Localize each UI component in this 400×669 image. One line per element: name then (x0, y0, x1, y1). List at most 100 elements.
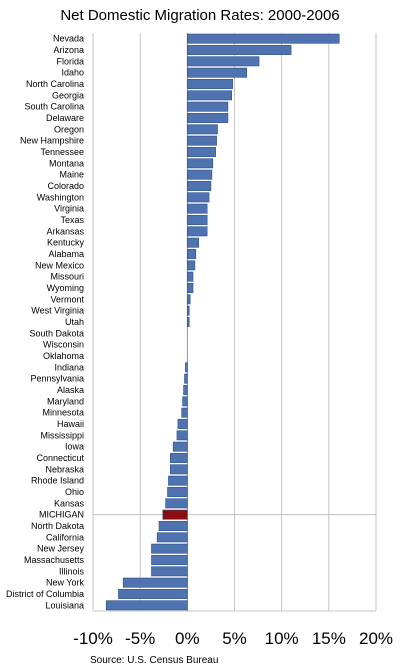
category-label: Connecticut (36, 453, 84, 463)
category-label: Montana (49, 158, 84, 168)
bar-alaska (183, 385, 188, 395)
category-label: Ohio (65, 487, 84, 497)
category-label: Texas (60, 215, 84, 225)
category-label: Florida (56, 56, 84, 66)
category-label: Utah (65, 317, 84, 327)
category-label: West Virginia (31, 306, 84, 316)
bar-south-carolina (187, 101, 229, 112)
bar-washington (187, 192, 210, 203)
category-label: Rhode Island (31, 476, 84, 486)
bar-alabama (187, 249, 197, 259)
bar-minnesota (181, 407, 188, 418)
bar-michigan (162, 509, 188, 520)
category-label: Washington (37, 192, 84, 202)
bar-indiana (185, 362, 188, 373)
x-tick-label: 5% (222, 629, 247, 648)
bar-rhode-island (168, 475, 188, 486)
category-label: Indiana (54, 362, 84, 372)
source-note: Source: U.S. Census Bureau (90, 655, 218, 666)
category-label: Oklahoma (43, 351, 84, 361)
bar-new-jersey (151, 543, 188, 554)
category-label: New Mexico (35, 260, 84, 270)
bars (105, 33, 340, 611)
category-label: Hawaii (57, 419, 84, 429)
bar-illinois (151, 566, 188, 577)
category-label: Nebraska (45, 464, 84, 474)
bar-delaware (187, 113, 229, 123)
x-tick-label: 15% (312, 629, 346, 648)
bar-pennsylvania (184, 373, 188, 384)
bar-maine (187, 169, 213, 180)
bar-kentucky (187, 237, 199, 248)
category-label: Alabama (48, 249, 84, 259)
bar-utah (187, 317, 190, 327)
bar-nebraska (170, 464, 188, 475)
bar-connecticut (170, 453, 188, 463)
category-label: Louisiana (45, 600, 84, 610)
category-label: MICHIGAN (39, 510, 84, 520)
category-label: Alaska (57, 385, 84, 395)
category-label: Arkansas (46, 226, 84, 236)
category-label: Wyoming (47, 283, 84, 293)
chart-title: Net Domestic Migration Rates: 2000-2006 (60, 7, 339, 24)
bar-virginia (187, 203, 208, 214)
category-label: Tennessee (40, 147, 84, 157)
category-label: Maryland (47, 396, 84, 406)
bar-maryland (182, 396, 188, 407)
bar-ohio (167, 487, 188, 497)
category-label: Illinois (59, 566, 85, 576)
category-label: Idaho (61, 68, 84, 78)
category-label: Colorado (47, 181, 84, 191)
bar-north-carolina (187, 79, 233, 89)
bar-iowa (172, 441, 188, 452)
category-label: Wisconsin (43, 340, 84, 350)
category-label: New York (46, 578, 85, 588)
category-label: California (46, 532, 84, 542)
bar-mississippi (176, 430, 188, 441)
bar-arkansas (187, 226, 208, 237)
category-label: Delaware (46, 113, 84, 123)
bar-district-of-columbia (118, 589, 188, 599)
bar-west-virginia (187, 305, 190, 316)
bar-texas (187, 215, 208, 225)
x-tick-label: -5% (125, 629, 155, 648)
category-label: North Dakota (31, 521, 84, 531)
category-label: South Dakota (29, 328, 84, 338)
category-label: Nevada (53, 34, 84, 44)
category-label: North Carolina (26, 79, 84, 89)
category-label: South Carolina (24, 102, 84, 112)
grid (92, 33, 377, 612)
bar-oregon (187, 124, 218, 135)
bar-georgia (187, 90, 232, 101)
bar-nevada (187, 33, 340, 44)
bar-arizona (187, 45, 292, 55)
bar-new-hampshire (187, 135, 217, 146)
bar-wyoming (187, 283, 194, 293)
bar-massachusetts (151, 555, 188, 565)
bar-florida (187, 56, 260, 67)
category-label: Iowa (65, 442, 84, 452)
bar-california (156, 532, 188, 543)
category-label: Georgia (52, 90, 84, 100)
category-label: Arizona (53, 45, 84, 55)
x-tick-label: 20% (359, 629, 393, 648)
x-tick-label: -10% (73, 629, 113, 648)
category-label: Minnesota (42, 408, 84, 418)
category-label: Mississippi (40, 430, 84, 440)
category-label: District of Columbia (6, 589, 84, 599)
bar-idaho (187, 67, 248, 78)
x-tick-label: 10% (265, 629, 299, 648)
category-label: Oregon (54, 124, 84, 134)
bar-colorado (187, 181, 212, 191)
bar-louisiana (105, 600, 188, 611)
category-label: Virginia (54, 204, 84, 214)
bar-tennessee (187, 147, 216, 157)
category-label: Kentucky (47, 238, 85, 248)
bar-new-york (122, 577, 188, 588)
bar-kansas (165, 498, 188, 509)
bar-montana (187, 158, 214, 169)
category-label: Missouri (50, 272, 84, 282)
x-axis-ticks: -10% -5% 0% 5% 10% 15% 20% (73, 629, 393, 648)
